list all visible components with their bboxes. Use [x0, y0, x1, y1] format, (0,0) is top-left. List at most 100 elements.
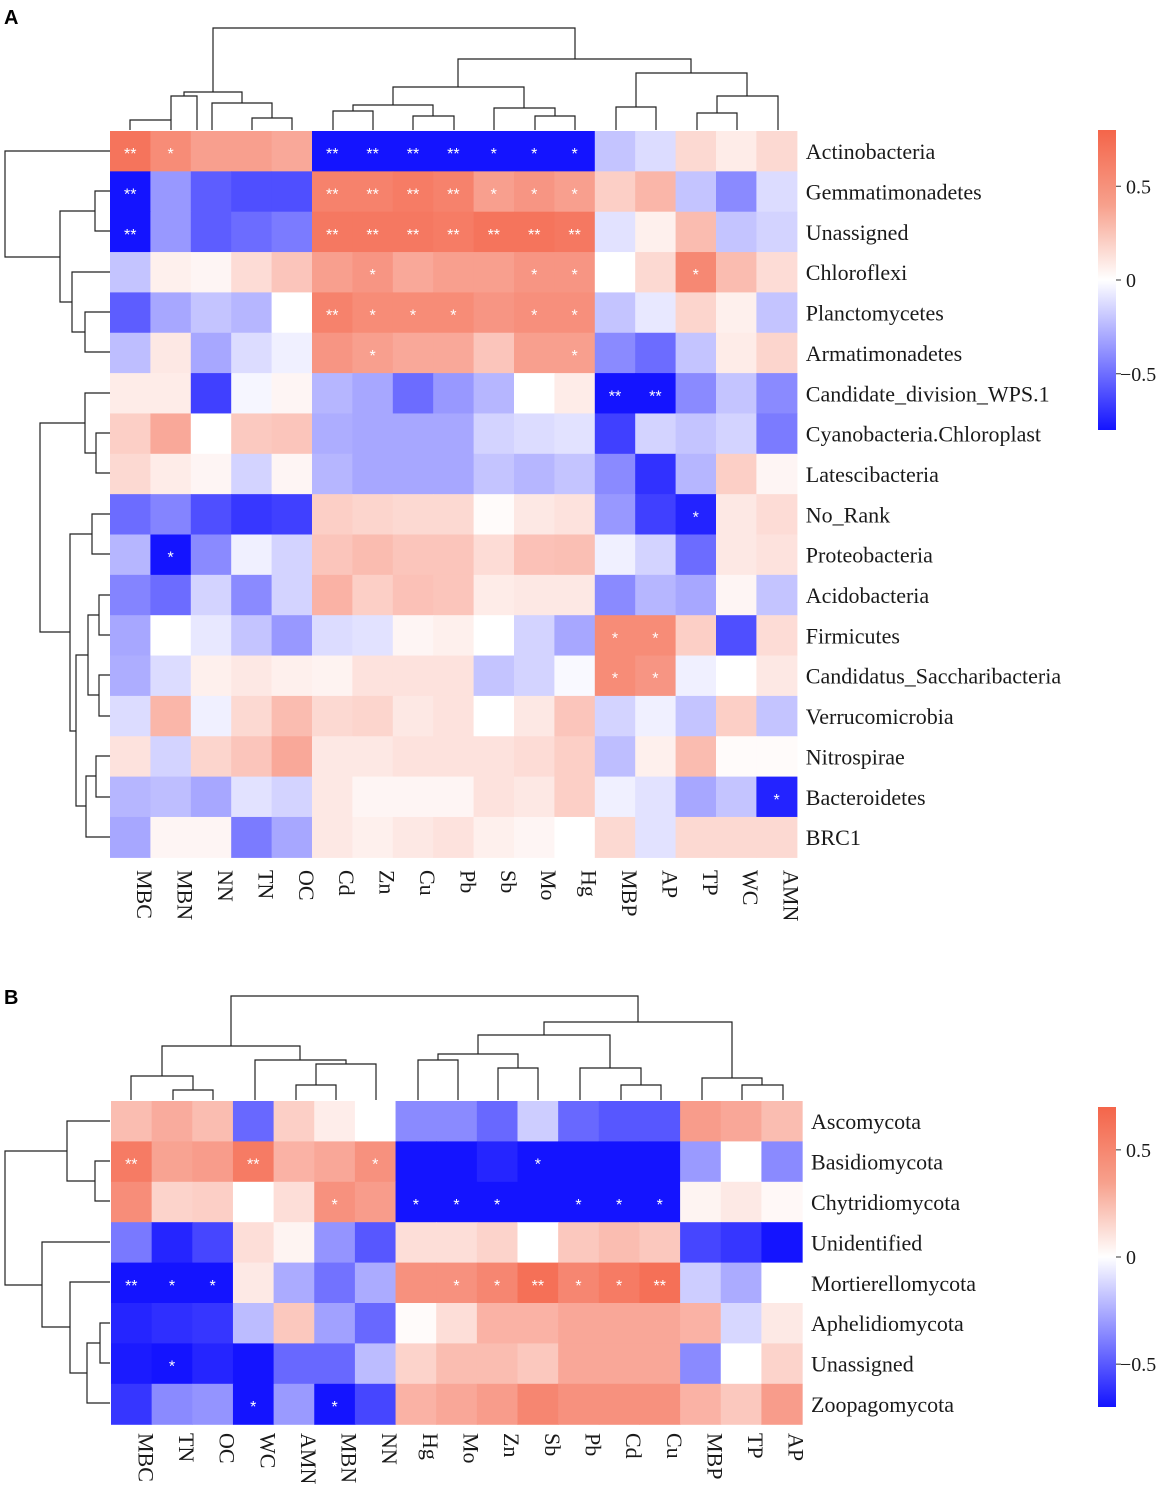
heatmap-cell [635, 816, 677, 858]
heatmap-cell [395, 1101, 437, 1142]
heatmap-cell [232, 1181, 275, 1223]
heatmap-cell [514, 615, 555, 657]
heatmap-cell [756, 413, 798, 455]
significance-mark: * [652, 671, 658, 688]
heatmap-cell [756, 655, 798, 697]
heatmap-cell [352, 615, 394, 657]
heatmap-cell [517, 1343, 559, 1385]
heatmap-cell [514, 534, 555, 576]
heatmap-cell [392, 332, 434, 374]
heatmap-cell [473, 615, 515, 657]
heatmap-cell [436, 1303, 478, 1344]
significance-mark: * [369, 267, 375, 284]
heatmap-cell [554, 453, 596, 495]
heatmap-cell [635, 332, 677, 374]
heatmap-cell [150, 171, 192, 213]
row-label: Proteobacteria [806, 543, 933, 568]
heatmap-cell [473, 695, 515, 737]
heatmap-cell [395, 1262, 437, 1304]
row-label: Chloroflexi [806, 260, 907, 285]
heatmap-cell [271, 655, 313, 697]
heatmap-cell [271, 413, 313, 455]
heatmap-cell [271, 695, 313, 737]
heatmap-cell [594, 171, 636, 213]
heatmap-cell [352, 736, 394, 778]
heatmap-cell [190, 373, 232, 415]
heatmap-cell [554, 171, 596, 213]
heatmap-cell [594, 211, 636, 253]
heatmap-cell [395, 1343, 437, 1385]
column-label: MBC [133, 1433, 158, 1482]
heatmap-cell [110, 776, 151, 818]
column-label: Cd [334, 870, 359, 896]
heatmap-cell [675, 453, 717, 495]
heatmap-cell [436, 1262, 478, 1304]
significance-mark: ** [247, 1157, 259, 1174]
heatmap-cell [720, 1141, 762, 1183]
significance-mark: * [531, 146, 537, 163]
heatmap-cell [231, 413, 273, 455]
heatmap-cell [716, 211, 757, 253]
heatmap-cell [150, 816, 192, 858]
heatmap-cell [392, 292, 434, 334]
heatmap-cell [192, 1383, 234, 1425]
colorbar-tick-label: 0.5 [1126, 1140, 1151, 1162]
heatmap-cell [392, 453, 434, 495]
heatmap-cell [756, 695, 798, 737]
row-label: Basidiomycota [811, 1150, 943, 1175]
heatmap-cell [392, 695, 434, 737]
heatmap-cell [433, 332, 475, 374]
column-label: Pb [580, 1433, 605, 1456]
significance-mark: ** [124, 146, 136, 163]
heatmap-cell [433, 453, 475, 495]
heatmap-cell [680, 1303, 722, 1344]
column-label: TP [743, 1433, 768, 1459]
heatmap-cell [231, 494, 273, 536]
heatmap-cell [675, 574, 717, 616]
significance-mark: * [331, 1197, 337, 1214]
heatmap-cell [190, 695, 232, 737]
heatmap-cell [192, 1222, 234, 1264]
significance-mark: ** [568, 227, 580, 244]
significance-mark: * [612, 671, 618, 688]
heatmap-cell [761, 1383, 803, 1425]
heatmap-cell [720, 1181, 762, 1223]
heatmap-cell [761, 1262, 803, 1304]
heatmap-cell [395, 1181, 437, 1223]
heatmap-cell [271, 373, 313, 415]
heatmap-cell [436, 1343, 478, 1385]
heatmap-cell [558, 1303, 600, 1344]
heatmap-cell [517, 1383, 559, 1425]
significance-mark: * [331, 1399, 337, 1416]
row-label: Chytridiomycota [811, 1190, 960, 1215]
row-label: Aphelidiomycota [811, 1311, 964, 1336]
heatmap-cell [594, 292, 636, 334]
heatmap-cell [190, 131, 232, 172]
heatmap-cell [352, 292, 394, 334]
row-label: Candidate_division_WPS.1 [806, 381, 1050, 406]
heatmap-cell [473, 211, 515, 253]
significance-mark: ** [407, 187, 419, 204]
heatmap-cell [232, 1141, 275, 1183]
heatmap-cell [271, 615, 313, 657]
heatmap-cell [514, 574, 555, 616]
row-label: Unassigned [806, 220, 909, 245]
row-label: Unidentified [811, 1230, 922, 1255]
heatmap-cell [392, 373, 434, 415]
heatmap-cell [312, 373, 353, 415]
significance-mark: ** [326, 187, 338, 204]
significance-mark: * [369, 348, 375, 365]
heatmap-cell [150, 211, 192, 253]
heatmap-cell [110, 494, 151, 536]
heatmap-cell [110, 695, 151, 737]
heatmap-cell [554, 615, 596, 657]
colorbar-tick-label: −0.5 [1120, 364, 1156, 386]
heatmap-cell [111, 1101, 153, 1142]
heatmap-cell [312, 292, 353, 334]
heatmap-cell [436, 1141, 478, 1183]
heatmap-cell [598, 1101, 641, 1142]
significance-mark: * [773, 792, 779, 809]
row-label: Unassigned [811, 1352, 914, 1377]
panel-a: A [4, 7, 1156, 921]
row-labels-b: Ascomycota Basidiomycota Chytridiomycota Un… [811, 1109, 976, 1417]
